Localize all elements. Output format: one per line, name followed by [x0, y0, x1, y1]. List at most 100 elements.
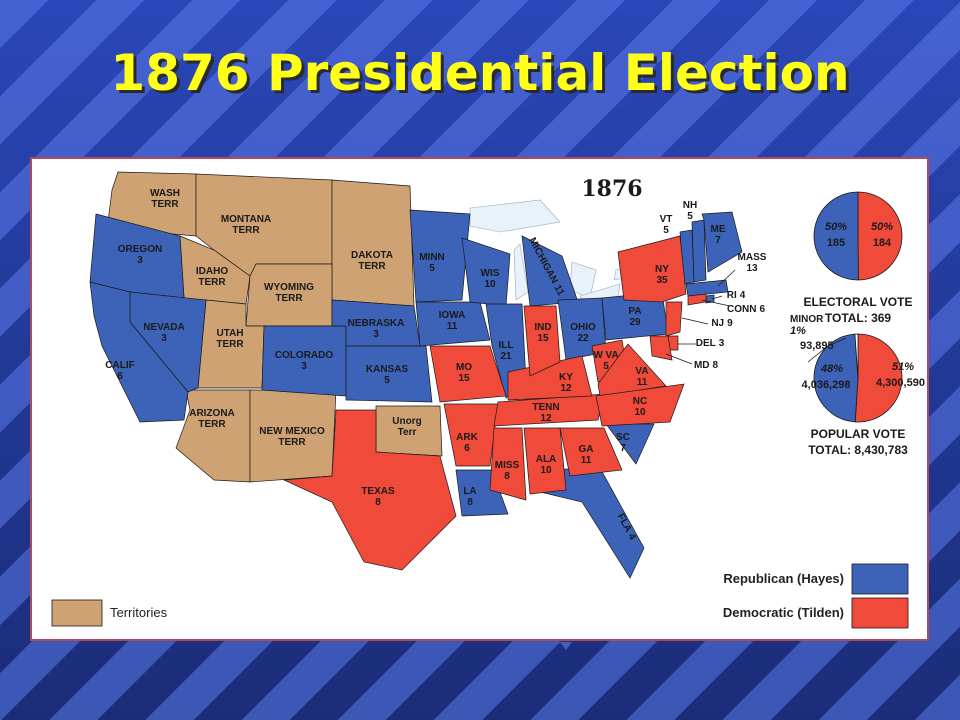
region-sub: 15: [537, 333, 549, 344]
region: [345, 345, 433, 403]
region-name: LA: [463, 486, 476, 497]
legend-label: Democratic (Tilden): [723, 605, 844, 620]
region-sub: 7: [620, 443, 626, 454]
region-sub: 5: [687, 211, 693, 222]
region-sub: 3: [137, 255, 143, 266]
region-label: OHIO 22: [570, 322, 596, 344]
region-sub: 10: [484, 279, 496, 290]
region-sub: 4: [740, 290, 746, 301]
region-label: NEBRASKA 3: [348, 318, 405, 340]
legend-swatch: [851, 597, 909, 629]
decor: [560, 642, 572, 650]
region-sub: 8: [713, 360, 719, 371]
slice-percent: 50%: [825, 221, 847, 233]
region-sub: 4: [625, 532, 638, 542]
region-sub: 9: [727, 318, 733, 329]
region-name: NEVADA: [143, 322, 184, 333]
pie-slice: [813, 333, 859, 423]
region-sub: 12: [540, 413, 552, 424]
region-name: ILL: [499, 340, 514, 351]
region-name: VT: [660, 214, 673, 225]
region: [685, 279, 729, 297]
slice-percent: 51%: [892, 361, 914, 373]
leader-line: [711, 295, 723, 300]
region-label: WIS 10: [481, 268, 500, 290]
region-label: MD 8: [694, 360, 719, 371]
region-sub: TERR: [278, 437, 306, 448]
region-sub: 10: [634, 407, 646, 418]
region-name: COLORADO: [275, 350, 334, 361]
region-sub: 6: [464, 443, 470, 454]
region-label: NC 10: [633, 396, 647, 418]
legend-swatch: [851, 563, 909, 595]
region-label: CALIF 6: [105, 360, 134, 382]
region: [559, 427, 623, 477]
region-name: OREGON: [118, 244, 162, 255]
slice-name: MINOR: [790, 314, 824, 325]
region-label: ALA 10: [536, 454, 557, 476]
map-year: 1876: [581, 176, 642, 202]
region-name: SC: [616, 432, 630, 443]
region-label: W VA 5: [593, 350, 618, 372]
region-label: IND 15: [534, 322, 551, 344]
region: [429, 345, 507, 403]
legend-label: Republican (Hayes): [723, 571, 844, 586]
region-sub: 3: [301, 361, 307, 372]
region-label: CONN 6: [727, 304, 765, 315]
region-name: CALIF: [105, 360, 134, 371]
slice-value: 4,036,298: [802, 379, 851, 391]
region-label: ME 7: [711, 224, 726, 246]
region-name: OHIO: [570, 322, 596, 333]
region-label: KANSAS 5: [366, 364, 409, 386]
region-label: PA 29: [628, 306, 641, 328]
region-name: WASH: [150, 188, 180, 199]
region-label: VA 11: [635, 366, 648, 388]
region-name: DAKOTA: [351, 250, 393, 261]
region-sub: TERR: [216, 339, 244, 350]
region: [597, 343, 667, 397]
region: [617, 235, 687, 303]
region-sub: TERR: [358, 261, 386, 272]
region-sub: 11: [551, 283, 566, 298]
region-name: NEW MEXICO: [259, 426, 325, 437]
region: [282, 409, 457, 571]
slice-value: 184: [873, 237, 892, 249]
region-sub: 29: [629, 317, 641, 328]
region-sub: 22: [577, 333, 589, 344]
slice-value: 4,300,590: [876, 377, 925, 389]
region-name: RI: [727, 290, 737, 301]
region-sub: TERR: [198, 419, 226, 430]
region: [649, 335, 673, 361]
region-label: ILL 21: [499, 340, 514, 362]
slice-percent: 1%: [790, 325, 806, 337]
region-name: W VA: [593, 350, 618, 361]
region-label: SC 7: [616, 432, 630, 454]
region-label: MISS 8: [495, 460, 520, 482]
pie-total: TOTAL: 8,430,783: [808, 443, 908, 457]
leader-line: [807, 337, 847, 363]
region-sub: TERR: [151, 199, 179, 210]
region: [595, 383, 685, 427]
region-name: GA: [579, 444, 594, 455]
region-sub: 5: [603, 361, 609, 372]
region-sub: 8: [504, 471, 510, 482]
region-sub: 5: [663, 225, 669, 236]
region-sub: 6: [759, 304, 765, 315]
region-name: NEBRASKA: [348, 318, 405, 329]
legend-swatch: [51, 599, 103, 627]
legend-label: Territories: [110, 605, 168, 620]
region-name: NJ: [711, 318, 724, 329]
region-label: NY 35: [655, 264, 669, 286]
region-sub: 12: [560, 383, 572, 394]
region-sub: 35: [656, 275, 668, 286]
region-label: MONTANA TERR: [221, 214, 271, 236]
region-sub: Terr: [398, 427, 417, 438]
region-name: PA: [628, 306, 641, 317]
pie-slice: [857, 191, 903, 281]
region-name: TENN: [532, 402, 559, 413]
region-name: KANSAS: [366, 364, 409, 375]
region-name: MD: [694, 360, 710, 371]
region-name: MO: [456, 362, 472, 373]
region: [691, 219, 707, 283]
region-name: Unorg: [392, 416, 421, 427]
